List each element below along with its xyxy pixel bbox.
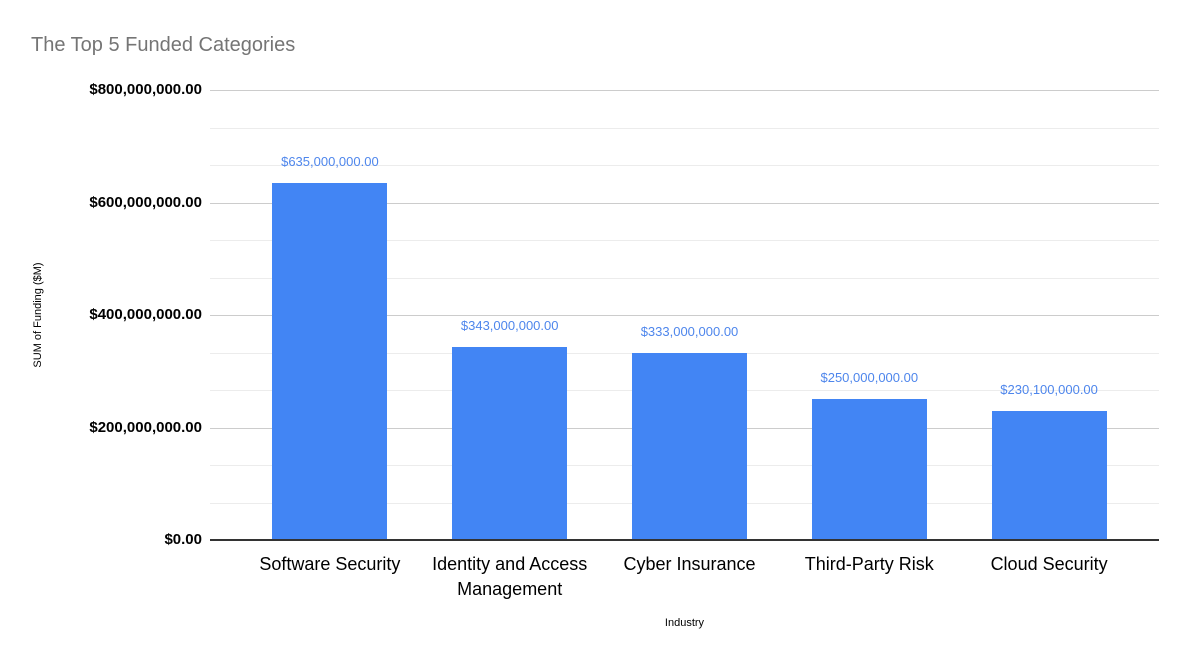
minor-gridline — [210, 165, 1159, 166]
bar-value-label: $635,000,000.00 — [281, 153, 379, 169]
bar — [991, 410, 1107, 540]
x-axis-line — [210, 539, 1159, 541]
x-tick-label: Third-Party Risk — [804, 554, 934, 574]
bar — [811, 399, 927, 540]
minor-gridline — [210, 127, 1159, 129]
major-gridline — [210, 315, 1159, 316]
y-tick-label: $0.00 — [164, 531, 202, 548]
y-tick-label: $200,000,000.00 — [89, 418, 202, 436]
bar-value-label: $230,100,000.00 — [1000, 381, 1098, 397]
bar-value-label: $343,000,000.00 — [460, 318, 559, 334]
x-tick-label: Cyber Insurance — [623, 554, 756, 574]
x-axis-title: Industry — [664, 617, 705, 629]
y-tick-label: $600,000,000.00 — [89, 193, 202, 211]
bar-value-label: $250,000,000.00 — [820, 370, 919, 386]
major-gridline — [210, 202, 1159, 204]
x-tick-label: Identity and Access Management — [432, 554, 588, 599]
minor-gridline — [210, 240, 1159, 241]
bar — [272, 182, 388, 540]
bar — [632, 352, 747, 540]
x-tick-label: Software Security — [259, 554, 401, 574]
bar — [452, 347, 568, 540]
minor-gridline — [210, 277, 1159, 279]
x-tick-label: Cloud Security — [990, 554, 1108, 574]
bar-value-label: $333,000,000.00 — [640, 323, 739, 339]
y-tick-label: $800,000,000.00 — [89, 81, 202, 98]
major-gridline — [210, 90, 1159, 91]
y-tick-label: $400,000,000.00 — [89, 306, 202, 323]
chart-title: The Top 5 Funded Categories — [31, 34, 296, 56]
